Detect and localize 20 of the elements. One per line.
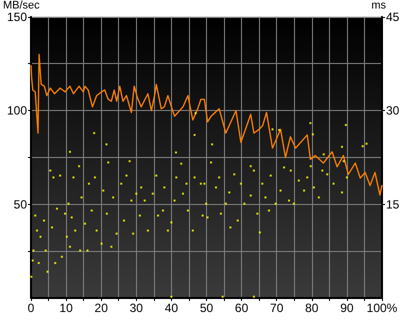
y-axis-title: MB/sec xyxy=(3,0,40,12)
x-tick-label: 100% xyxy=(366,301,398,315)
y-tick-label: 50 xyxy=(14,197,28,212)
y2-axis-title: ms xyxy=(371,0,386,12)
x-tick-label: 10 xyxy=(59,301,74,315)
x-tick-label: 40 xyxy=(164,301,178,315)
x-tick-label: 70 xyxy=(270,301,284,315)
y2-tick-label: 15 xyxy=(386,197,400,212)
y2-tick-label: 45 xyxy=(386,10,400,24)
x-tick-label: 60 xyxy=(234,301,249,315)
x-tick-label: 20 xyxy=(94,301,108,315)
x-tick-label: 90 xyxy=(340,301,354,315)
x-tick-label: 80 xyxy=(305,301,319,315)
y-tick-label: 100 xyxy=(6,104,28,118)
y-tick-label: 150 xyxy=(6,10,28,24)
x-tick-label: 50 xyxy=(200,301,214,315)
x-tick-label: 30 xyxy=(130,301,144,315)
y2-tick-label: 30 xyxy=(386,104,400,118)
x-tick-label: 0 xyxy=(28,301,35,315)
line-series xyxy=(30,54,383,196)
